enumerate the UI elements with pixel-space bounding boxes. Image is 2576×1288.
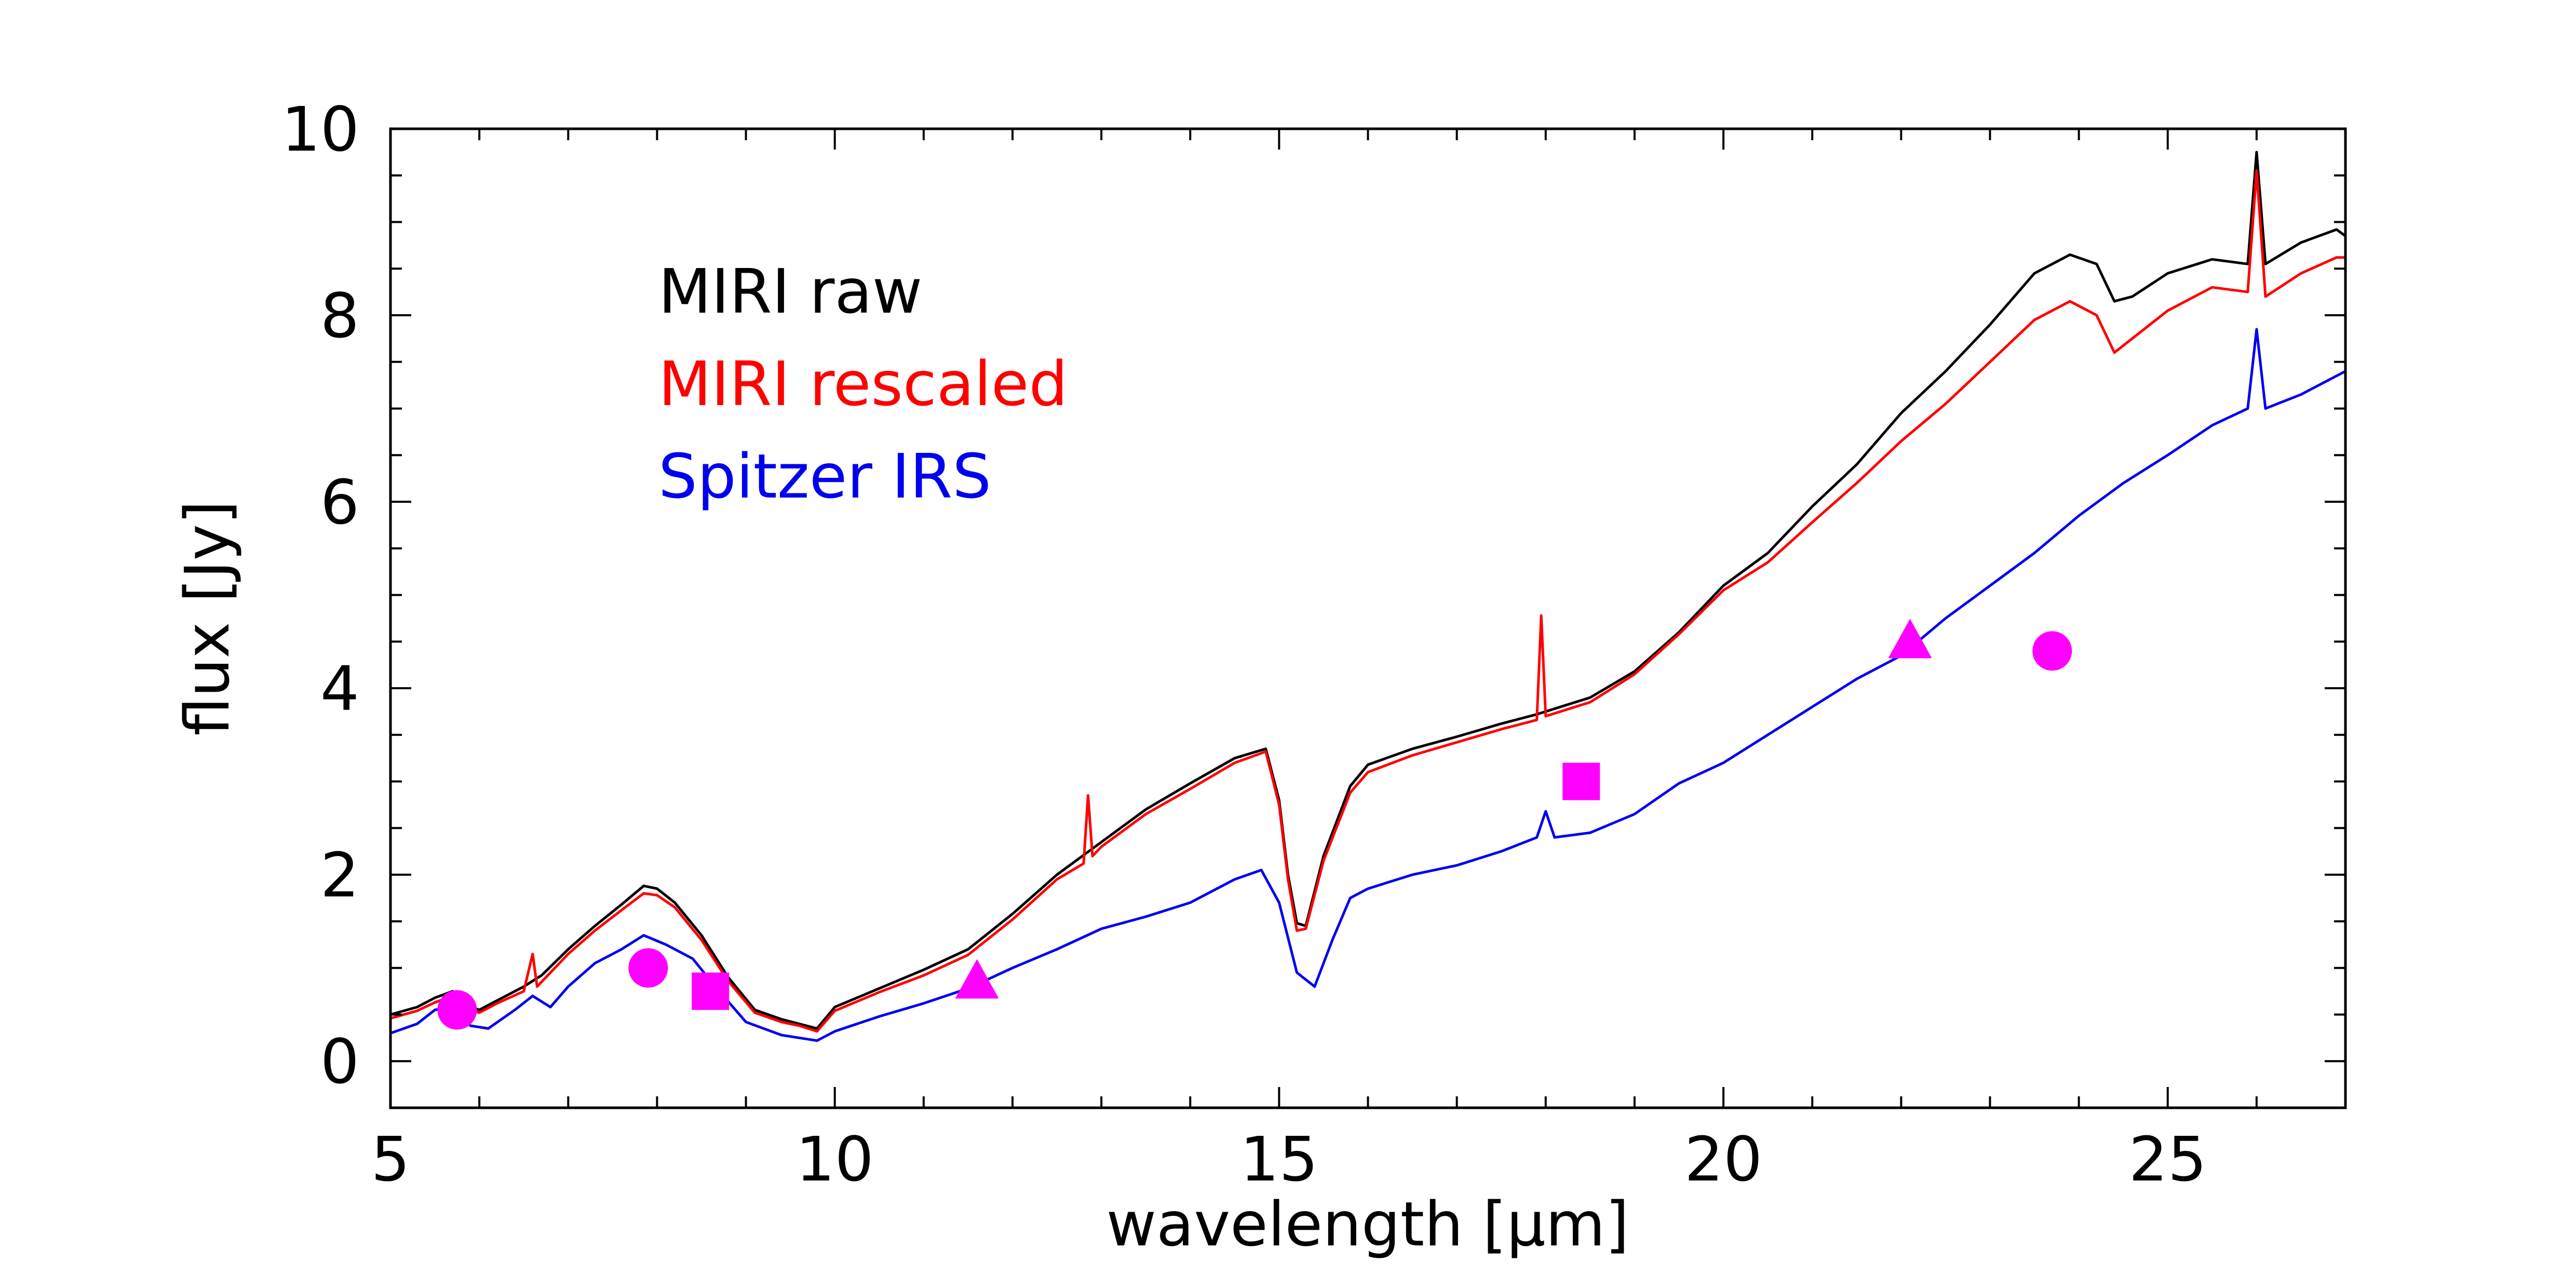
marker-layer: [437, 619, 2072, 1030]
x-tick-label: 25: [2129, 1123, 2207, 1195]
x-tick-label: 10: [796, 1123, 874, 1195]
y-axis-label: flux [Jy]: [171, 500, 243, 735]
x-tick-label: 5: [371, 1123, 410, 1195]
marker-circle-6: [2032, 631, 2072, 671]
marker-circle-0: [437, 990, 477, 1030]
plot-frame: [389, 127, 2347, 1109]
marker-triangle-3: [955, 959, 999, 999]
y-tick-label: 0: [320, 1026, 359, 1097]
y-tick-label: 6: [320, 466, 359, 538]
legend-miri-rescaled: MIRI rescaled: [658, 348, 1068, 420]
x-axis-label: wavelength [μm]: [1107, 1188, 1629, 1260]
ticks-layer: [389, 128, 2346, 1109]
series-layer: [390, 151, 2346, 1042]
marker-triangle-5: [1888, 619, 1932, 659]
y-tick-label: 10: [281, 93, 359, 165]
tick-labels: 5 10 15 20 25 0 2 4 6 8 10: [281, 93, 2207, 1195]
marker-square-2: [692, 972, 730, 1010]
marker-circle-1: [628, 948, 668, 988]
legend-miri-raw: MIRI raw: [658, 256, 922, 327]
marker-square-4: [1562, 762, 1600, 800]
x-tick-label: 15: [1240, 1123, 1318, 1195]
legend: MIRI raw MIRI rescaled Spitzer IRS: [658, 256, 1068, 512]
y-tick-label: 2: [320, 839, 359, 911]
x-tick-label: 20: [1684, 1123, 1762, 1195]
y-tick-label: 4: [320, 653, 359, 725]
series-line-miri-rescaled: [390, 169, 2345, 1033]
series-line-spitzer-irs: [390, 328, 2346, 1042]
legend-spitzer-irs: Spitzer IRS: [658, 440, 991, 512]
y-tick-label: 8: [320, 280, 359, 352]
